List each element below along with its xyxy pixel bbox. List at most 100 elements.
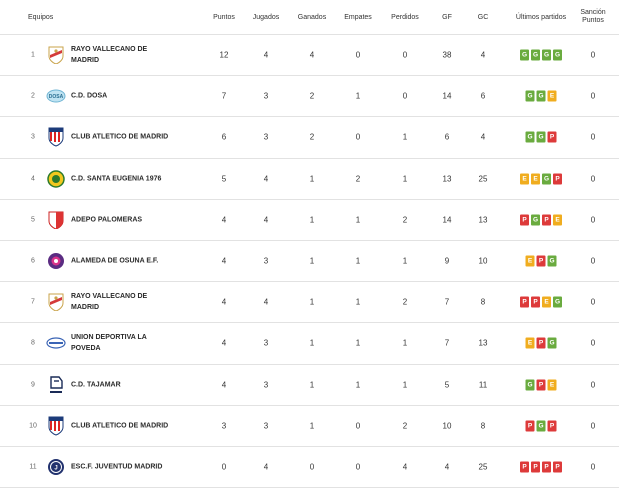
result-badge: P — [553, 173, 562, 185]
ud-poveda-crest-icon — [46, 333, 66, 353]
result-badge: G — [531, 49, 540, 61]
table-row[interactable]: 1 RAYO VALLECANO DE MADRID 12 4 4 0 0 38 … — [0, 34, 619, 77]
played: 3 — [263, 421, 269, 431]
result-badge: G — [536, 131, 546, 143]
result-badge: E — [525, 337, 535, 349]
table-row[interactable]: 7 RAYO VALLECANO DE MADRID 4 4 1 1 2 7 8 … — [0, 282, 619, 324]
won: 1 — [309, 380, 315, 390]
team-name[interactable]: RAYO VALLECANO DE MADRID — [71, 291, 181, 313]
played: 4 — [263, 462, 269, 472]
result-badge: E — [542, 296, 551, 308]
result-badge: P — [553, 461, 562, 473]
team-name[interactable]: RAYO VALLECANO DE MADRID — [71, 44, 181, 66]
won: 4 — [309, 50, 315, 60]
position: 10 — [29, 422, 37, 430]
table-row[interactable]: 8 UNION DEPORTIVA LA POVEDA 4 3 1 1 1 7 1… — [0, 323, 619, 365]
sanction-points: 0 — [590, 132, 596, 142]
rayo-vallecano-crest-icon — [46, 45, 66, 65]
team-name[interactable]: C.D. SANTA EUGENIA 1976 — [71, 173, 181, 184]
team-name[interactable]: CLUB ATLETICO DE MADRID — [71, 132, 181, 143]
goals-for: 10 — [442, 421, 452, 431]
table-row[interactable]: 11 J ESC.F. JUVENTUD MADRID 0 4 0 0 4 4 … — [0, 447, 619, 488]
drawn: 0 — [355, 462, 361, 472]
team-name[interactable]: ADEPO PALOMERAS — [71, 214, 181, 225]
won: 1 — [309, 297, 315, 307]
drawn: 1 — [355, 297, 361, 307]
team-name-line2: POVEDA — [71, 345, 101, 353]
lost: 0 — [402, 91, 408, 101]
lost: 1 — [402, 132, 408, 142]
result-badge: P — [536, 337, 546, 349]
result-badge: G — [525, 131, 535, 143]
goals-for: 4 — [444, 462, 450, 472]
team-name[interactable]: ALAMEDA DE OSUNA E.F. — [71, 256, 181, 267]
drawn: 1 — [355, 338, 361, 348]
table-row[interactable]: 6 ALAMEDA DE OSUNA E.F. 4 3 1 1 1 9 10 E… — [0, 241, 619, 283]
goals-for: 14 — [442, 215, 452, 225]
lost: 1 — [402, 380, 408, 390]
played: 3 — [263, 132, 269, 142]
result-badge: P — [536, 255, 546, 267]
result-badge: G — [547, 255, 557, 267]
header-sanction: Sanción Puntos — [580, 9, 605, 25]
result-badge: G — [553, 49, 562, 61]
goals-against: 13 — [478, 215, 488, 225]
drawn: 1 — [355, 91, 361, 101]
header-drawn: Empates — [344, 14, 372, 21]
drawn: 0 — [355, 132, 361, 142]
goals-against: 10 — [478, 256, 488, 266]
points: 5 — [221, 174, 227, 184]
team-name[interactable]: C.D. TAJAMAR — [71, 379, 181, 390]
goals-for: 38 — [442, 50, 452, 60]
result-badge: P — [520, 296, 529, 308]
result-badge: G — [536, 90, 546, 102]
sanction-points: 0 — [590, 297, 596, 307]
drawn: 2 — [355, 174, 361, 184]
team-name[interactable]: C.D. DOSA — [71, 91, 181, 102]
team-name-line1: UNION DEPORTIVA LA — [71, 334, 147, 342]
drawn: 0 — [355, 421, 361, 431]
result-badge: P — [520, 461, 529, 473]
goals-against: 6 — [480, 91, 486, 101]
drawn: 1 — [355, 215, 361, 225]
table-header: Equipos Puntos Jugados Ganados Empates P… — [0, 0, 619, 34]
table-row[interactable]: 10 CLUB ATLETICO DE MADRID 3 3 1 0 2 10 … — [0, 406, 619, 447]
goals-for: 13 — [442, 174, 452, 184]
svg-text:DOSA: DOSA — [49, 94, 64, 100]
played: 3 — [263, 91, 269, 101]
result-badge: P — [542, 461, 551, 473]
team-name-line2: MADRID — [71, 57, 99, 65]
goals-against: 8 — [480, 421, 486, 431]
team-name[interactable]: ESC.F. JUVENTUD MADRID — [71, 461, 181, 472]
drawn: 1 — [355, 380, 361, 390]
won: 2 — [309, 132, 315, 142]
won: 1 — [309, 215, 315, 225]
result-badge: E — [531, 173, 540, 185]
table-row[interactable]: 4 C.D. SANTA EUGENIA 1976 5 4 1 2 1 13 2… — [0, 159, 619, 200]
sanction-points: 0 — [590, 215, 596, 225]
result-badge: E — [553, 214, 562, 226]
won: 1 — [309, 256, 315, 266]
header-team: Equipos — [28, 14, 54, 21]
points: 6 — [221, 132, 227, 142]
atletico-madrid-crest-icon — [46, 416, 66, 436]
position: 7 — [31, 298, 35, 306]
team-name[interactable]: CLUB ATLETICO DE MADRID — [71, 420, 181, 431]
goals-against: 25 — [478, 174, 488, 184]
won: 1 — [309, 338, 315, 348]
table-row[interactable]: 3 CLUB ATLETICO DE MADRID 6 3 2 0 1 6 4 … — [0, 117, 619, 159]
result-badge: P — [531, 461, 540, 473]
team-name-line1: ESC.F. JUVENTUD MADRID — [71, 463, 163, 471]
lost: 4 — [402, 462, 408, 472]
team-name[interactable]: UNION DEPORTIVA LA POVEDA — [71, 332, 181, 354]
result-badge: P — [536, 379, 546, 391]
points: 4 — [221, 338, 227, 348]
